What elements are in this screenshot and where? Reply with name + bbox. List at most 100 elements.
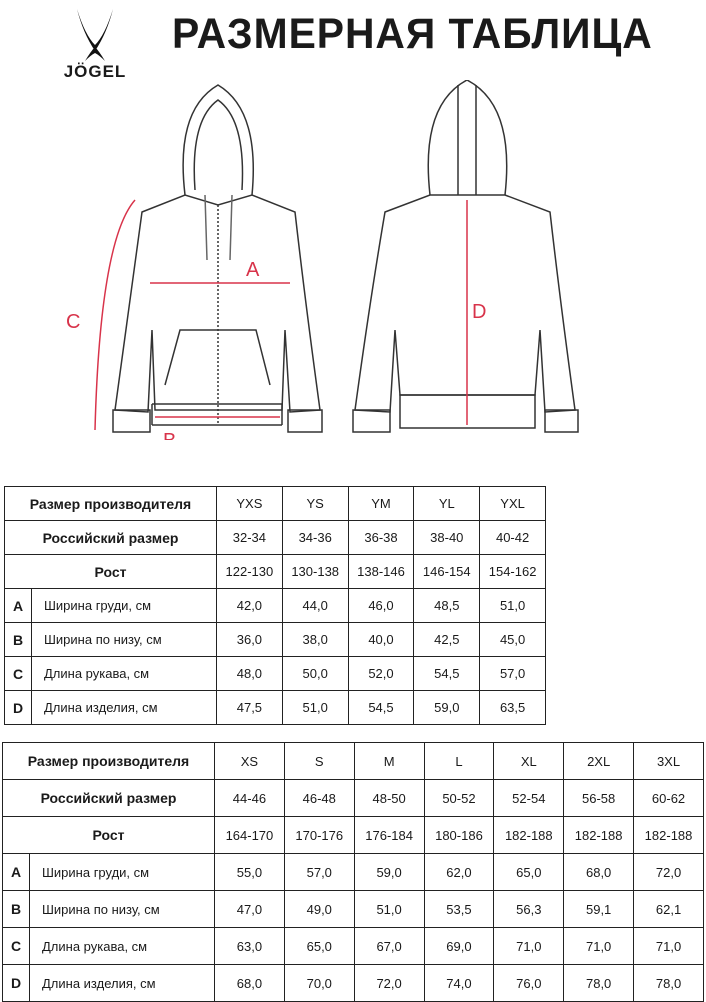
measure-name: Длина изделия, см (29, 964, 215, 1002)
measure-value: 70,0 (283, 964, 355, 1002)
measure-name: Ширина по низу, см (29, 890, 215, 928)
label-a: A (246, 259, 260, 281)
hoodie-diagram: A B C D (66, 80, 579, 440)
ru-size-cell: 32-34 (216, 520, 283, 555)
measure-value: 40,0 (347, 622, 415, 657)
measure-row: B Ширина по низу, см 47,0 49,0 51,0 53,5 56,3 5… (2, 890, 704, 928)
jogel-logo: JÖGEL (55, 5, 135, 85)
logo-mark-icon (77, 9, 113, 61)
measure-value: 71,0 (493, 927, 565, 965)
size-row: Размер производителя XS S M L XL 2XL 3XL (2, 742, 704, 780)
measure-value: 78,0 (563, 964, 635, 1002)
measure-value: 38,0 (281, 622, 349, 657)
height-cell: 182-188 (563, 816, 635, 854)
measure-letter: A (2, 853, 30, 891)
measure-value: 45,0 (479, 622, 546, 657)
measure-value: 57,0 (479, 656, 546, 691)
measure-value: 72,0 (633, 853, 704, 891)
height-cell: 154-162 (479, 554, 546, 589)
measure-value: 44,0 (281, 588, 349, 623)
ru-size-cell: 56-58 (563, 779, 635, 817)
measure-value: 65,0 (283, 927, 355, 965)
measure-value: 76,0 (493, 964, 565, 1002)
height-cell: 176-184 (353, 816, 425, 854)
height-label: Рост (4, 554, 217, 589)
ru-size-cell: 46-48 (283, 779, 355, 817)
measure-value: 53,5 (423, 890, 495, 928)
size-cell: XS (214, 742, 285, 780)
height-cell: 182-188 (493, 816, 565, 854)
measure-value: 59,0 (353, 853, 425, 891)
measure-letter: C (2, 927, 30, 965)
measure-value: 78,0 (633, 964, 704, 1002)
measure-value: 47,0 (214, 890, 285, 928)
measure-value: 42,5 (413, 622, 481, 657)
ru-size-cell: 40-42 (479, 520, 546, 555)
height-row: Рост 122-130 130-138 138-146 146-154 154-162 (4, 554, 546, 589)
measure-value: 59,1 (563, 890, 635, 928)
measure-value: 54,5 (413, 656, 481, 691)
measure-name: Длина изделия, см (31, 690, 217, 725)
measure-value: 49,0 (283, 890, 355, 928)
measure-value: 56,3 (493, 890, 565, 928)
measure-row: D Длина изделия, см 47,5 51,0 54,5 59,0 63,5 (4, 690, 546, 725)
label-b: B (163, 430, 176, 440)
height-cell: 146-154 (413, 554, 481, 589)
size-cell: 3XL (633, 742, 704, 780)
size-label: Размер производителя (4, 486, 217, 521)
size-row: Размер производителя YXS YS YM YL YXL (4, 486, 546, 521)
height-cell: 130-138 (281, 554, 349, 589)
size-table-adults: Размер производителя XS S M L XL 2XL 3XL Российс… (2, 742, 704, 1002)
measure-row: C Длина рукава, см 63,0 65,0 67,0 69,0 71,0 71,… (2, 927, 704, 965)
measure-value: 62,1 (633, 890, 704, 928)
size-table-kids: Размер производителя YXS YS YM YL YXL Российск… (4, 486, 546, 725)
measure-value: 54,5 (347, 690, 415, 725)
height-label: Рост (2, 816, 215, 854)
size-cell: YXS (216, 486, 283, 521)
measure-name: Ширина груди, см (29, 853, 215, 891)
measure-letter: D (2, 964, 30, 1002)
measure-name: Ширина груди, см (31, 588, 217, 623)
measure-value: 63,5 (479, 690, 546, 725)
height-cell: 170-176 (283, 816, 355, 854)
measure-name: Ширина по низу, см (31, 622, 217, 657)
measure-value: 51,0 (353, 890, 425, 928)
measure-value: 57,0 (283, 853, 355, 891)
size-cell: YXL (479, 486, 546, 521)
size-cell: 2XL (563, 742, 635, 780)
measure-letter: C (4, 656, 32, 691)
measure-value: 63,0 (214, 927, 285, 965)
measure-value: 51,0 (281, 690, 349, 725)
label-d: D (472, 301, 486, 323)
measure-value: 55,0 (214, 853, 285, 891)
measure-name: Длина рукава, см (29, 927, 215, 965)
logo-text: JÖGEL (63, 62, 127, 81)
ru-size-label: Российский размер (2, 779, 215, 817)
measure-letter: D (4, 690, 32, 725)
ru-size-label: Российский размер (4, 520, 217, 555)
height-cell: 122-130 (216, 554, 283, 589)
measure-row: A Ширина груди, см 42,0 44,0 46,0 48,5 51,0 (4, 588, 546, 623)
measure-value: 74,0 (423, 964, 495, 1002)
ru-size-row: Российский размер 32-34 34-36 36-38 38-40 40-… (4, 520, 546, 555)
measure-value: 46,0 (347, 588, 415, 623)
measure-value: 51,0 (479, 588, 546, 623)
ru-size-cell: 60-62 (633, 779, 704, 817)
measure-value: 72,0 (353, 964, 425, 1002)
ru-size-cell: 48-50 (353, 779, 425, 817)
height-row: Рост 164-170 170-176 176-184 180-186 182-188 1… (2, 816, 704, 854)
ru-size-cell: 52-54 (493, 779, 565, 817)
measure-value: 42,0 (216, 588, 283, 623)
ru-size-row: Российский размер 44-46 46-48 48-50 50-52 52-… (2, 779, 704, 817)
ru-size-cell: 36-38 (347, 520, 415, 555)
measure-value: 47,5 (216, 690, 283, 725)
size-cell: L (423, 742, 495, 780)
height-cell: 164-170 (214, 816, 285, 854)
size-cell: YS (281, 486, 349, 521)
size-cell: YM (347, 486, 415, 521)
measure-value: 48,5 (413, 588, 481, 623)
measure-value: 71,0 (563, 927, 635, 965)
measure-letter: A (4, 588, 32, 623)
measure-value: 71,0 (633, 927, 704, 965)
measure-value: 48,0 (216, 656, 283, 691)
